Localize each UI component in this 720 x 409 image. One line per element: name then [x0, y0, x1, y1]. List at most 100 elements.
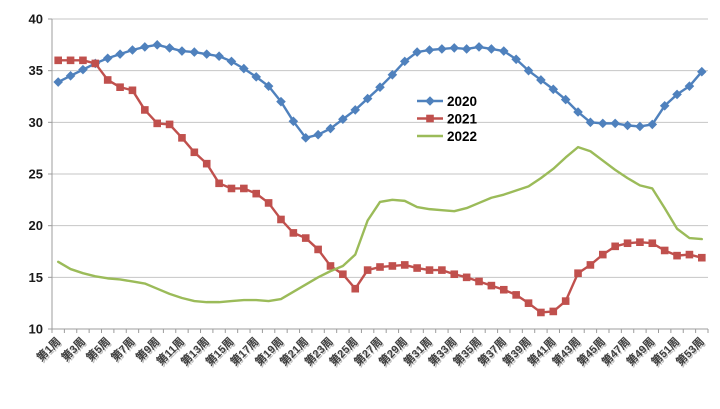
- gridlines: [48, 18, 708, 278]
- data-point-square: [376, 263, 384, 271]
- data-point-diamond: [362, 93, 373, 104]
- data-point-diamond: [115, 49, 125, 59]
- series-2020: [53, 40, 707, 143]
- data-point-diamond: [78, 64, 88, 75]
- data-point-square: [660, 246, 669, 255]
- data-point-diamond: [672, 89, 682, 100]
- data-point-diamond: [276, 96, 286, 107]
- legend-label: 2022: [447, 129, 477, 144]
- data-point-diamond: [263, 81, 274, 91]
- data-point-diamond: [425, 96, 435, 106]
- data-point-square: [351, 284, 360, 293]
- data-point-square: [202, 159, 211, 168]
- y-tick-label: 30: [29, 115, 43, 130]
- data-point-diamond: [449, 43, 460, 53]
- data-point-diamond: [697, 66, 707, 77]
- data-point-diamond: [127, 45, 138, 55]
- legend-item-2021: 2021: [417, 111, 478, 126]
- data-point-diamond: [523, 65, 534, 76]
- data-point-square: [116, 83, 124, 91]
- y-tick-label: 15: [29, 270, 43, 285]
- legend: 2020 2021 2022: [417, 94, 478, 144]
- data-point-diamond: [461, 44, 472, 54]
- data-point-diamond: [226, 56, 237, 67]
- data-point-square: [586, 261, 595, 269]
- series-line-2022: [56, 145, 704, 304]
- data-point-square: [512, 291, 520, 299]
- data-point-square: [240, 184, 248, 193]
- data-point-diamond: [635, 121, 645, 132]
- data-point-square: [462, 273, 471, 282]
- data-point-diamond: [214, 51, 224, 61]
- data-point-square: [400, 261, 409, 269]
- data-point-square: [79, 56, 87, 65]
- data-point-square: [673, 251, 681, 260]
- data-point-square: [636, 238, 644, 246]
- series-line-2021: [56, 59, 704, 314]
- data-point-diamond: [399, 56, 410, 67]
- data-point-square: [524, 299, 533, 307]
- legend-item-2020: 2020: [417, 94, 477, 109]
- data-point-diamond: [65, 71, 76, 81]
- data-point-square: [648, 239, 657, 248]
- data-point-square: [141, 106, 149, 114]
- data-point-square: [153, 119, 162, 128]
- data-point-diamond: [102, 53, 113, 64]
- data-point-diamond: [610, 118, 620, 129]
- data-point-diamond: [239, 63, 249, 74]
- data-point-diamond: [548, 84, 559, 95]
- data-point-square: [388, 262, 397, 270]
- data-point-diamond: [597, 118, 608, 129]
- data-point-diamond: [350, 105, 361, 115]
- data-point-square: [537, 308, 545, 317]
- y-tick-label: 35: [29, 63, 43, 78]
- data-point-square: [54, 56, 62, 65]
- data-point-diamond: [338, 114, 348, 125]
- data-point-diamond: [288, 116, 299, 127]
- legend-label: 2021: [447, 111, 478, 126]
- data-point-diamond: [424, 45, 435, 55]
- data-point-diamond: [140, 42, 150, 52]
- data-point-square: [289, 229, 298, 237]
- data-point-diamond: [573, 107, 583, 117]
- data-point-diamond: [189, 47, 200, 57]
- data-point-diamond: [585, 117, 596, 128]
- data-point-diamond: [498, 46, 509, 56]
- data-point-square: [438, 266, 446, 274]
- y-axis-labels: 10 15 20 25 30 35 40: [29, 12, 43, 337]
- data-point-square: [363, 266, 372, 274]
- data-point-square: [91, 59, 100, 68]
- data-point-diamond: [684, 81, 695, 91]
- data-point-square: [598, 250, 607, 259]
- data-point-square: [339, 270, 347, 279]
- data-point-square: [128, 86, 137, 95]
- data-point-square: [450, 270, 459, 279]
- data-point-square: [215, 179, 223, 188]
- data-point-diamond: [164, 43, 175, 53]
- axes: [48, 19, 709, 333]
- data-point-diamond: [201, 49, 212, 59]
- data-point-diamond: [659, 101, 670, 111]
- y-tick-label: 40: [29, 12, 43, 27]
- data-point-square: [264, 199, 273, 207]
- data-point-diamond: [474, 42, 484, 52]
- data-point-diamond: [387, 70, 398, 80]
- data-point-diamond: [412, 47, 422, 57]
- data-point-diamond: [536, 75, 546, 85]
- data-point-square: [611, 242, 619, 251]
- data-point-square: [178, 134, 186, 142]
- y-tick-label: 25: [29, 167, 43, 182]
- data-point-square: [103, 76, 112, 84]
- series-2022: [56, 145, 704, 304]
- data-point-square: [190, 148, 199, 157]
- data-point-diamond: [313, 129, 323, 140]
- data-point-square: [326, 262, 335, 270]
- legend-label: 2020: [447, 94, 477, 109]
- y-tick-label: 20: [29, 218, 43, 233]
- data-point-square: [277, 215, 285, 224]
- data-point-diamond: [152, 40, 163, 50]
- data-point-square: [301, 234, 310, 242]
- data-point-diamond: [647, 119, 658, 130]
- data-point-square: [66, 56, 75, 65]
- data-point-square: [698, 253, 706, 262]
